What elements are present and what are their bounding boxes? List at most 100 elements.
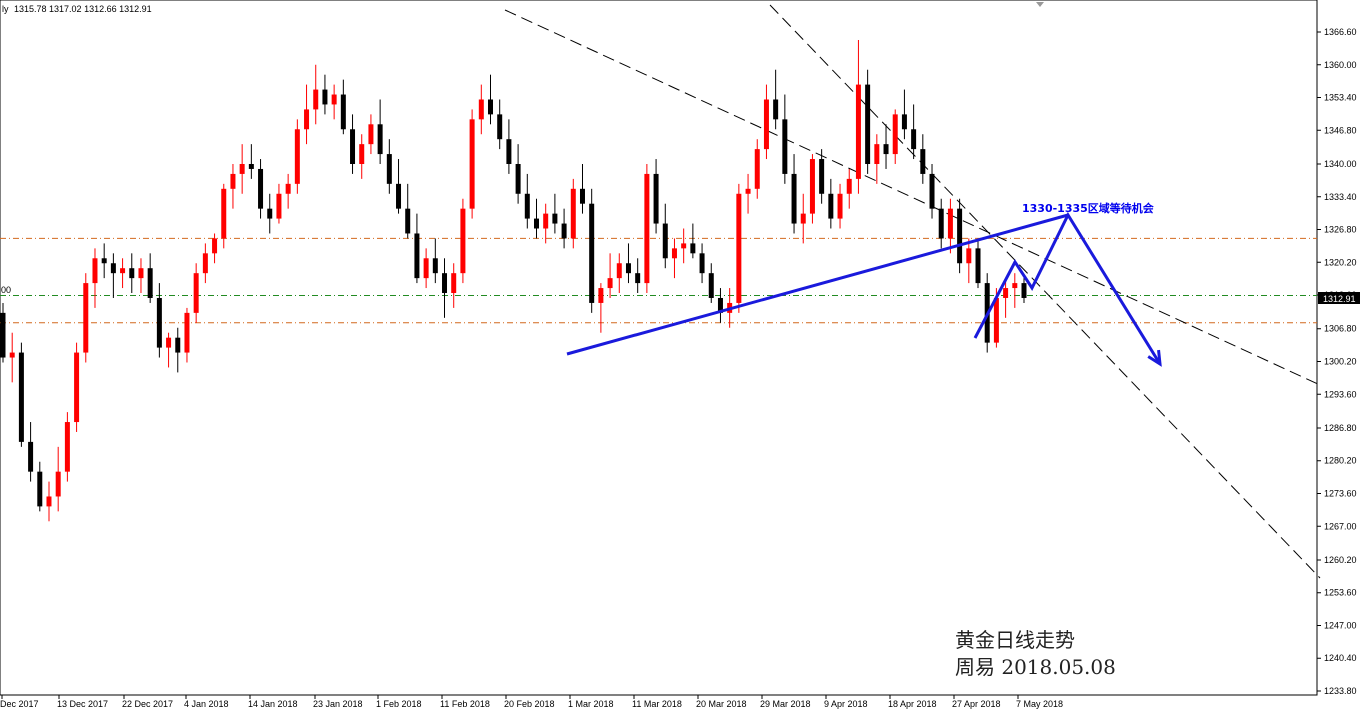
candle-bull [736, 193, 742, 303]
current-price-tag: 1312.91 [1318, 292, 1360, 304]
candle-bull [55, 471, 61, 497]
candle-bull [846, 178, 852, 194]
candle-bear [911, 129, 917, 150]
forecast-arrowhead [1147, 349, 1162, 367]
candle-bear [662, 223, 668, 259]
candle-bull [92, 258, 98, 284]
candle-bear [101, 258, 107, 264]
candle-bull [202, 253, 208, 274]
candle-bear [442, 273, 448, 294]
candle-bear [396, 183, 402, 209]
candle-bull [644, 173, 650, 284]
candle-bull [212, 238, 218, 254]
candle-bear [920, 149, 926, 174]
y-tick-label: 1286.80 [1324, 423, 1357, 433]
candle-bear [561, 223, 567, 239]
candle-bull [892, 114, 898, 155]
candle-bull [763, 99, 769, 150]
candle-bear [175, 337, 181, 353]
candle-bear [975, 248, 981, 284]
candle-bull [874, 144, 880, 164]
candle-bull [1003, 288, 1009, 298]
x-tick-label: 9 Apr 2018 [824, 699, 868, 709]
chart-shift-marker[interactable] [1036, 2, 1044, 7]
candle-bear [488, 99, 494, 115]
candle-bear [524, 193, 530, 219]
candle-bear [340, 94, 346, 130]
candle-bull [616, 263, 622, 279]
horizontal-levels [0, 237, 1317, 324]
x-tick-label: 23 Jan 2018 [313, 699, 363, 709]
channel-line-lower [769, 4, 1321, 579]
x-tick-label: 7 May 2018 [1016, 699, 1063, 709]
y-tick-label: 1253.60 [1324, 588, 1357, 598]
price-axis: 1366.60 1360.00 1353.40 1346.80 1340.00 1333.… [1317, 27, 1357, 696]
candle-bull [166, 337, 172, 348]
candle-bull [478, 99, 484, 120]
x-tick-label: 14 Jan 2018 [248, 699, 298, 709]
candle-bear [377, 124, 383, 155]
candle-bear [901, 114, 907, 130]
candle-bull [331, 94, 337, 105]
x-tick-label: 1 Mar 2018 [568, 699, 614, 709]
candle-bear [883, 144, 889, 155]
candle-bear [708, 273, 714, 298]
trend-line [566, 213, 1069, 356]
y-tick-label: 1247.00 [1324, 620, 1357, 630]
candle-bull [837, 193, 843, 219]
candle-bull [83, 283, 89, 353]
candle-bear [267, 208, 273, 219]
candle-bull [423, 258, 429, 279]
candle-bear [653, 173, 659, 224]
candle-bull [993, 297, 999, 343]
x-tick-label: 29 Mar 2018 [760, 699, 811, 709]
candle-bear [147, 268, 153, 298]
candle-bull [64, 422, 70, 472]
candle-bear [533, 218, 539, 229]
x-tick-label: 22 Dec 2017 [122, 699, 173, 709]
x-tick-label: 13 Dec 2017 [57, 699, 108, 709]
candle-bull [855, 84, 861, 179]
x-tick-label: Dec 2017 [0, 699, 39, 709]
candle-bull [809, 159, 815, 214]
candle-bear [957, 208, 963, 264]
candle-bull [304, 109, 310, 130]
candle-bear [690, 243, 696, 254]
y-tick-label: 1346.80 [1324, 125, 1357, 135]
y-tick-label: 1326.80 [1324, 225, 1357, 235]
y-tick-label: 1306.80 [1324, 324, 1357, 334]
candle-bull [46, 496, 52, 507]
candle-bull [313, 89, 319, 110]
time-axis: Dec 2017 13 Dec 2017 22 Dec 2017 4 Jan 2018… [0, 695, 1063, 709]
candle-bull [1012, 283, 1018, 289]
y-tick-label: 1273.60 [1324, 488, 1357, 498]
support-trend-line [566, 213, 1069, 356]
candle-bull [138, 268, 144, 279]
y-tick-label: 1300.20 [1324, 357, 1357, 367]
header-symbol: ly [2, 4, 9, 14]
candle-bull [239, 163, 245, 174]
candle-bear [635, 273, 641, 284]
candle-bull [74, 352, 80, 423]
candle-bear [432, 258, 438, 274]
candle-bear [414, 233, 420, 279]
candle-bull [368, 124, 374, 145]
candle-bear [258, 168, 264, 209]
forecast-polyline [973, 211, 1162, 365]
candle-bear [819, 159, 825, 194]
y-tick-label: 1260.20 [1324, 555, 1357, 565]
candle-bull [193, 273, 199, 313]
candle-bull [469, 119, 475, 209]
candle-bear [497, 114, 503, 140]
candle-bull [681, 243, 687, 249]
candle-bull [671, 248, 677, 259]
x-tick-label: 18 Apr 2018 [888, 699, 937, 709]
candle-bull [754, 149, 760, 189]
x-tick-label: 1 Feb 2018 [376, 699, 422, 709]
candle-bear [248, 163, 254, 169]
candle-bear [515, 163, 521, 194]
target-zone-annotation: 1330-1335区域等待机会 [1022, 201, 1155, 215]
header-ohlc: 1315.78 1317.02 1312.66 1312.91 [14, 4, 152, 14]
candle-bear [0, 312, 6, 358]
